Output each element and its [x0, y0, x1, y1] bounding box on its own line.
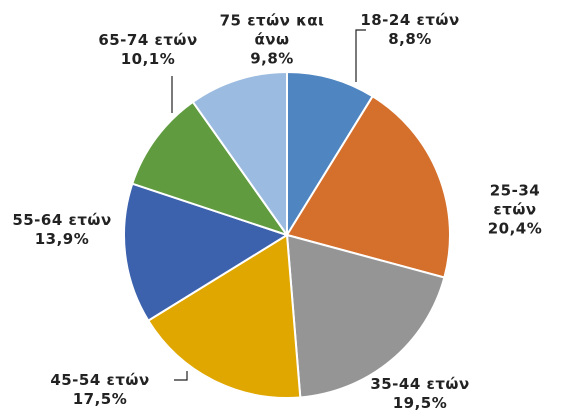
pie-slice [191, 70, 288, 239]
category-label: 55-64 ετών [12, 211, 112, 229]
category-label: 75 ετών και άνω [219, 11, 325, 49]
leader-line [355, 29, 366, 82]
value-label: 20,4% [487, 219, 543, 238]
slice-label: 65-74 ετών 10,1% [98, 31, 197, 69]
slice-label: 55-64 ετών 13,9% [12, 211, 111, 249]
category-label: 65-74 ετών [98, 31, 198, 49]
value-label: 10,1% [120, 50, 176, 68]
category-label: 35-44 ετών [370, 375, 470, 393]
category-label: 25-34 ετών [489, 181, 541, 219]
pie-slice [146, 233, 302, 399]
category-label: 45-54 ετών [50, 371, 150, 389]
pie-slice [123, 182, 290, 322]
category-label: 18-24 ετών [360, 11, 460, 29]
value-label: 9,8% [250, 49, 294, 68]
slice-label: 45-54 ετών 17,5% [50, 371, 149, 409]
slice-label: 35-44 ετών 19,5% [370, 375, 469, 413]
slice-label: 18-24 ετών 8,8% [360, 11, 459, 49]
leader-line [174, 371, 188, 381]
pie-slice [285, 233, 446, 399]
pie-slice [285, 94, 451, 279]
value-label: 17,5% [72, 390, 128, 408]
slice-label: 75 ετών και άνω 9,8% [212, 12, 332, 69]
value-label: 19,5% [392, 394, 448, 412]
pie-slice [131, 100, 290, 237]
value-label: 8,8% [388, 30, 432, 48]
slice-label: 25-34 ετών 20,4% [483, 182, 547, 239]
value-label: 13,9% [34, 230, 90, 248]
pie-slice [286, 70, 374, 239]
